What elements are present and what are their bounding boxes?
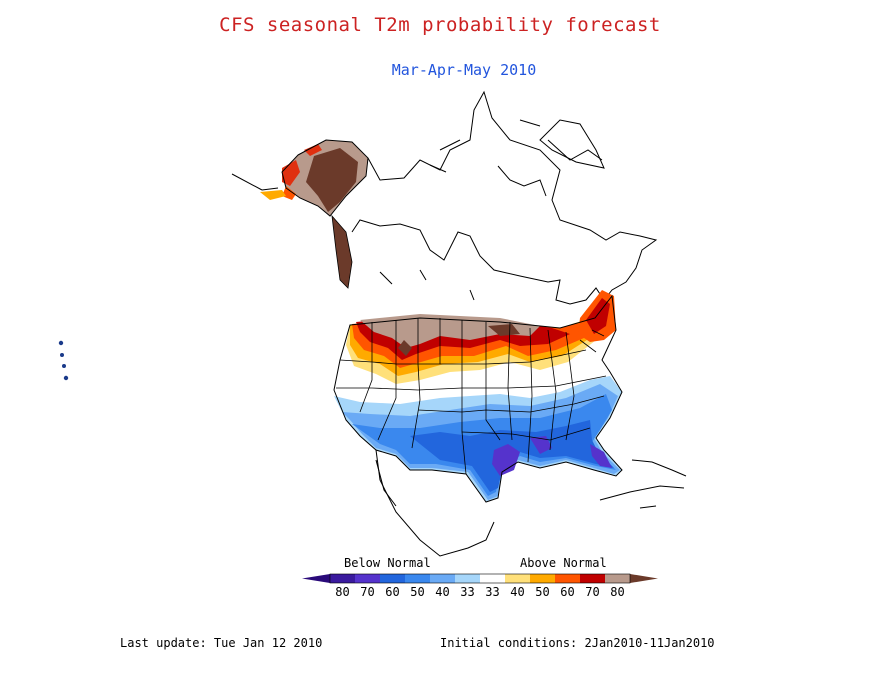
legend-swatch — [380, 574, 405, 583]
initial-conditions-text: Initial conditions: 2Jan2010-11Jan2010 — [440, 636, 715, 650]
legend-outline — [329, 573, 631, 584]
map-title: CFS seasonal T2m probability forecast — [219, 14, 661, 36]
legend-swatch — [355, 574, 380, 583]
legend-swatch — [430, 574, 455, 583]
legend-swatch — [505, 574, 530, 583]
legend-swatch — [455, 574, 480, 583]
conus-shading — [334, 290, 622, 502]
legend-tick-label: 70 — [360, 585, 374, 599]
legend-below-label: Below Normal — [344, 556, 431, 570]
legend-arrow-high — [630, 574, 658, 583]
legend-tick-label: 80 — [610, 585, 624, 599]
legend-swatch — [555, 574, 580, 583]
legend-tick-label: 40 — [435, 585, 449, 599]
legend-tick-label: 33 — [460, 585, 474, 599]
legend-tick-label: 80 — [335, 585, 349, 599]
last-update-text: Last update: Tue Jan 12 2010 — [120, 636, 323, 650]
mexico-outline — [375, 449, 495, 557]
hawaii-islands — [58, 340, 69, 381]
legend-above-label: Above Normal — [520, 556, 607, 570]
legend-tick-label: 50 — [535, 585, 549, 599]
alaska-region — [231, 139, 369, 289]
legend-swatch — [580, 574, 605, 583]
caribbean-outline — [599, 459, 687, 509]
legend-arrow-low — [302, 574, 330, 583]
legend-swatch — [405, 574, 430, 583]
legend-swatch — [605, 574, 630, 583]
legend-swatch — [480, 574, 505, 583]
canada-outline — [351, 90, 658, 305]
legend-tick-label: 40 — [510, 585, 524, 599]
legend-swatch — [330, 574, 355, 583]
state-borders — [333, 294, 623, 503]
legend-tick-label: 60 — [560, 585, 574, 599]
legend-tick-label: 70 — [585, 585, 599, 599]
legend-tick-label: 60 — [385, 585, 399, 599]
map-subtitle: Mar-Apr-May 2010 — [391, 61, 537, 79]
legend-swatch — [530, 574, 555, 583]
legend-tick-label: 50 — [410, 585, 424, 599]
legend-tick-label: 33 — [485, 585, 499, 599]
